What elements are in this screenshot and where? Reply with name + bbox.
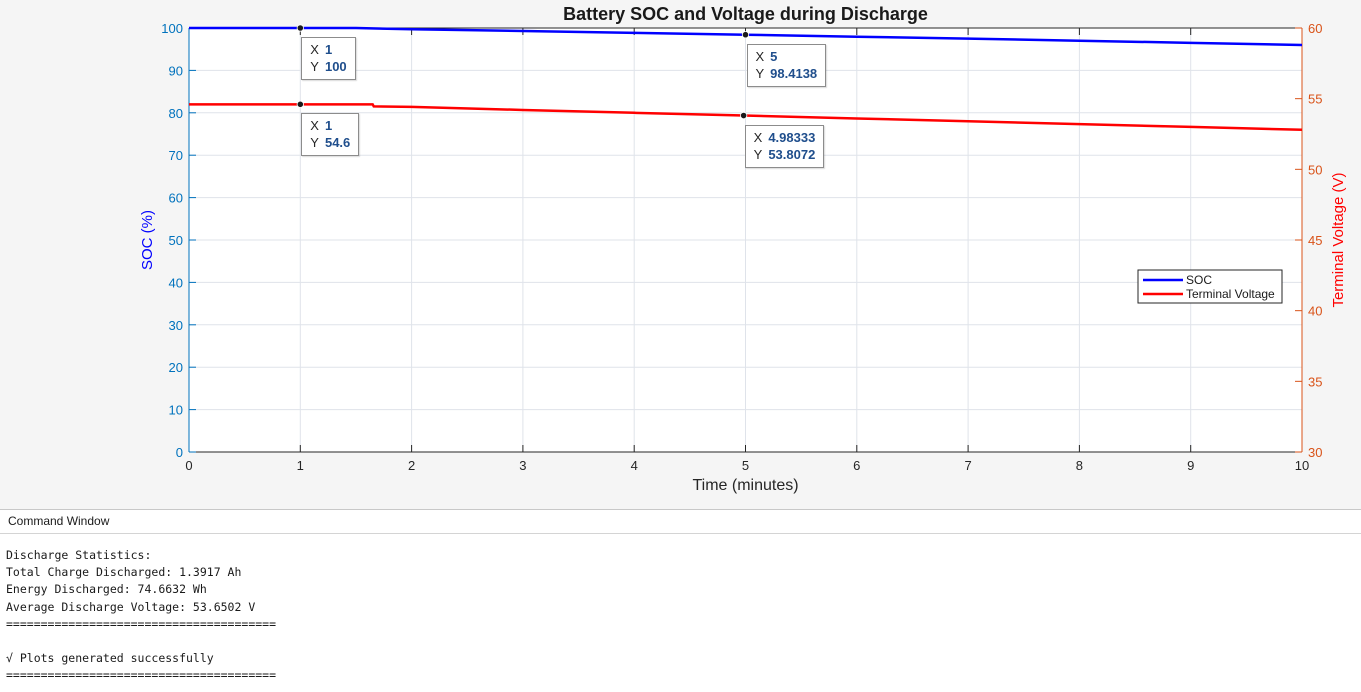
x-tick-label: 1 <box>297 458 304 473</box>
y-right-tick-label: 55 <box>1308 92 1322 107</box>
y-left-tick-label: 90 <box>169 63 183 78</box>
datatip-x-value: 1 <box>324 42 333 57</box>
output-line: Average Discharge Voltage: 53.6502 V <box>6 599 256 614</box>
datatip[interactable]: X 4.98333 Y 53.8072 <box>744 124 825 168</box>
y-left-tick-label: 50 <box>169 233 183 248</box>
datatip-y-value: 53.8072 <box>768 146 816 162</box>
y-right-tick-label: 35 <box>1308 374 1322 389</box>
x-tick-label: 9 <box>1187 458 1194 473</box>
datatip-y-value: 98.4138 <box>770 65 818 81</box>
x-axis-label: Time (minutes) <box>692 477 798 494</box>
y-right-tick-label: 45 <box>1308 233 1322 248</box>
datatip[interactable]: X 5 Y 98.4138 <box>746 43 827 87</box>
output-line: ======================================= <box>6 668 277 683</box>
datatip-y-value: 100 <box>324 59 347 74</box>
datatip[interactable]: X 1 Y 54.6 <box>301 113 360 157</box>
legend-entry-label: Terminal Voltage <box>1186 287 1275 301</box>
datatip-y-value: 54.6 <box>324 135 351 151</box>
x-tick-label: 0 <box>185 458 192 473</box>
y-axis-right-label: Terminal Voltage (V) <box>1330 172 1347 307</box>
chart-title: Battery SOC and Voltage during Discharge <box>563 4 928 24</box>
y-right-tick-label: 60 <box>1308 21 1322 36</box>
x-tick-label: 7 <box>964 458 971 473</box>
output-line: ======================================= <box>6 616 277 631</box>
output-line <box>6 633 1361 650</box>
y-left-tick-label: 30 <box>169 318 183 333</box>
y-right-tick-label: 40 <box>1308 304 1322 319</box>
output-line: Energy Discharged: 74.6632 Wh <box>6 582 207 597</box>
datatip-x-key: X <box>753 129 763 145</box>
y-axis-left-label: SOC (%) <box>139 210 156 270</box>
datatip-y-key: Y <box>310 59 319 74</box>
datatip-marker <box>296 100 304 108</box>
datatip-y-row: Y 98.4138 <box>756 65 818 82</box>
output-line: Total Charge Discharged: 1.3917 Ah <box>6 565 242 580</box>
legend-entry-label: SOC <box>1186 273 1212 287</box>
x-tick-label: 2 <box>408 458 415 473</box>
y-left-tick-label: 10 <box>169 403 183 418</box>
x-tick-label: 10 <box>1295 458 1309 473</box>
y-left-tick-label: 80 <box>169 106 183 121</box>
output-line: √ Plots generated successfully <box>6 651 214 666</box>
x-tick-label: 8 <box>1076 458 1083 473</box>
datatip-y-key: Y <box>753 146 763 162</box>
datatip-y-row: Y 100 <box>310 58 346 75</box>
datatip-x-key: X <box>310 118 319 134</box>
datatip-x-value: 4.98333 <box>768 129 816 145</box>
datatip-y-row: Y 54.6 <box>310 134 350 151</box>
legend[interactable] <box>1137 269 1283 304</box>
soc-series-line <box>189 26 1303 47</box>
datatip-x-key: X <box>755 48 765 64</box>
command-window[interactable]: Command Window Discharge Statistics: Tot… <box>0 509 1361 692</box>
datatip-y-row: Y 53.8072 <box>754 146 816 163</box>
figure-window: 0 1 2 3 4 5 6 7 8 9 10 Time (minutes) 0 10 20 30 40 50 60 7… <box>0 0 1361 509</box>
datatip-y-key: Y <box>310 135 319 151</box>
x-tick-label: 5 <box>742 458 749 473</box>
datatip-x-row: X 4.98333 <box>754 129 816 146</box>
y-right-tick-label: 50 <box>1308 162 1322 177</box>
y-right-tick-label: 30 <box>1308 445 1322 460</box>
y-left-tick-label: 70 <box>169 148 183 163</box>
datatip-y-key: Y <box>755 65 765 81</box>
command-window-title: Command Window <box>0 510 1361 534</box>
datatip-marker <box>741 31 750 39</box>
y-left-tick-label: 40 <box>169 275 183 290</box>
output-line: Discharge Statistics: <box>6 548 152 562</box>
voltage-series-line <box>189 103 1303 132</box>
y-left-tick-label: 100 <box>161 21 183 36</box>
y-left-tick-label: 20 <box>169 360 183 375</box>
datatip-marker <box>296 24 304 32</box>
y-left-tick-label: 60 <box>169 191 183 206</box>
y-left-tick-label: 0 <box>176 445 183 460</box>
datatip-x-value: 5 <box>770 48 778 64</box>
datatip[interactable]: X 1 Y 100 <box>301 37 356 80</box>
datatip-x-value: 1 <box>324 118 333 134</box>
datatip-marker <box>740 111 748 120</box>
x-tick-label: 6 <box>853 458 860 473</box>
datatip-x-key: X <box>310 42 319 57</box>
x-tick-label: 3 <box>519 458 526 473</box>
x-tick-label: 4 <box>631 458 638 473</box>
command-window-output[interactable]: Discharge Statistics: Total Charge Disch… <box>0 534 1361 685</box>
